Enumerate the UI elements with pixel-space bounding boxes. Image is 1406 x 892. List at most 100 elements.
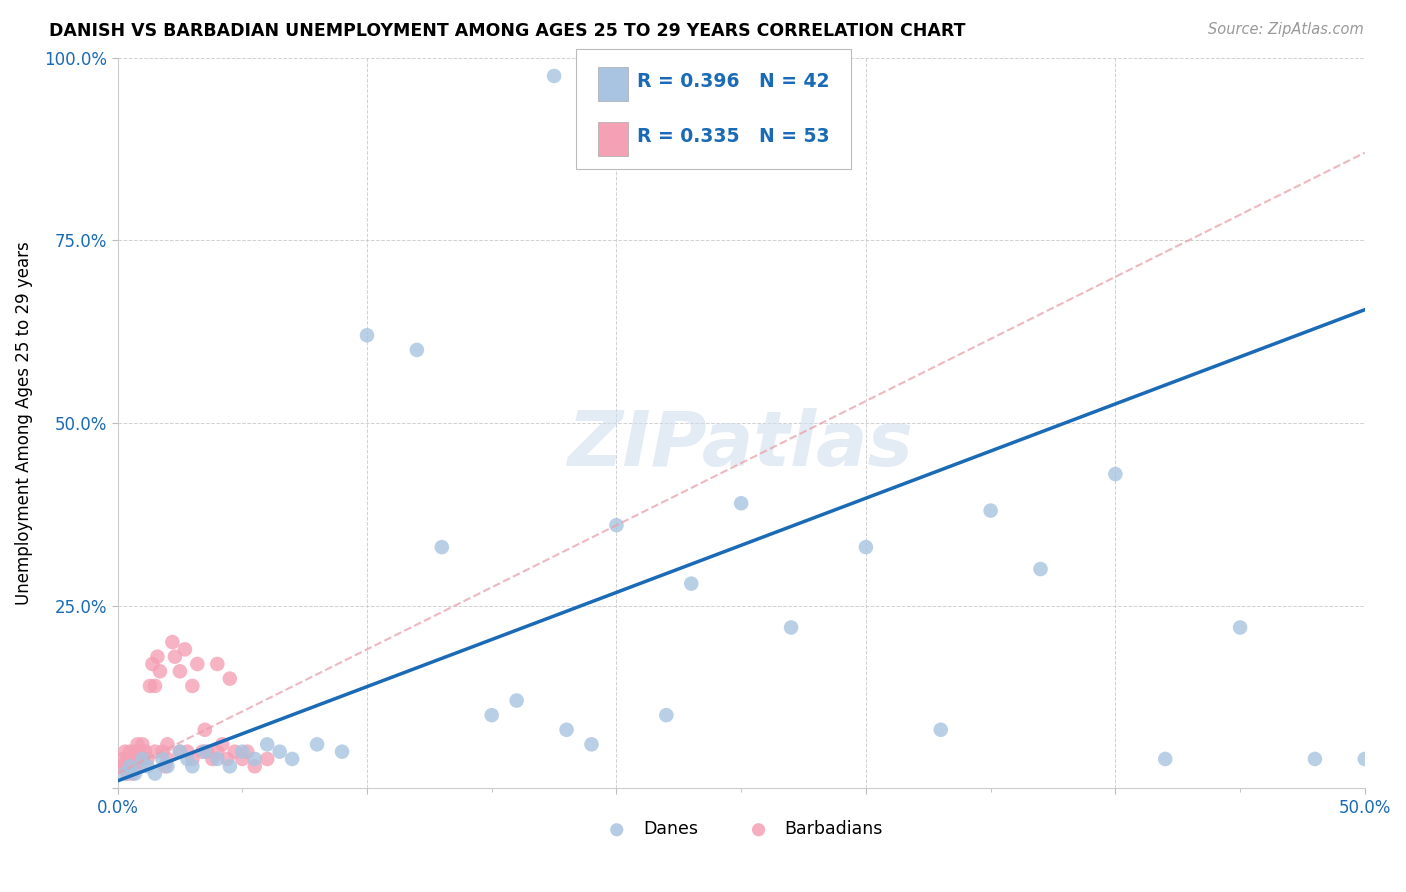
Point: [929, 723, 952, 737]
Point: [218, 759, 240, 773]
Point: [581, 737, 603, 751]
Point: [207, 745, 229, 759]
Point: [330, 745, 353, 759]
Text: Source: ZipAtlas.com: Source: ZipAtlas.com: [1208, 22, 1364, 37]
Point: [127, 752, 149, 766]
Point: [405, 343, 427, 357]
Text: ZIPatlas: ZIPatlas: [568, 408, 914, 482]
Point: [131, 752, 153, 766]
Point: [131, 752, 153, 766]
Point: [269, 745, 291, 759]
Point: [153, 759, 176, 773]
Point: [256, 737, 278, 751]
Point: [118, 759, 141, 773]
Point: [730, 496, 752, 510]
Point: [121, 766, 143, 780]
Point: [681, 576, 703, 591]
Point: [1154, 752, 1177, 766]
Point: [224, 745, 246, 759]
Point: [163, 649, 186, 664]
Point: [176, 745, 198, 759]
Point: [117, 752, 139, 766]
Point: [117, 766, 139, 780]
Point: [121, 752, 143, 766]
Point: [281, 752, 304, 766]
Point: [655, 708, 678, 723]
Point: [146, 649, 169, 664]
Point: [218, 672, 240, 686]
Point: [143, 679, 166, 693]
Point: [207, 752, 229, 766]
Point: [131, 737, 153, 751]
Point: [143, 745, 166, 759]
Point: [194, 745, 217, 759]
Text: R = 0.335   N = 53: R = 0.335 N = 53: [637, 128, 830, 146]
Point: [256, 752, 278, 766]
Point: [139, 679, 162, 693]
Point: [124, 745, 146, 759]
Point: [114, 766, 136, 780]
Point: [231, 752, 253, 766]
Y-axis label: Unemployment Among Ages 25 to 29 years: Unemployment Among Ages 25 to 29 years: [15, 241, 32, 605]
Point: [118, 745, 141, 759]
Point: [111, 752, 134, 766]
Point: [191, 745, 214, 759]
Point: [173, 642, 195, 657]
Point: [129, 745, 152, 759]
Point: [108, 759, 131, 773]
Point: [181, 759, 204, 773]
Point: [231, 745, 253, 759]
Point: [156, 737, 179, 751]
Point: [1229, 620, 1251, 634]
Point: [129, 759, 152, 773]
Point: [124, 759, 146, 773]
Point: [169, 745, 191, 759]
Point: [124, 766, 146, 780]
Point: [136, 759, 159, 773]
Point: [114, 745, 136, 759]
Point: [169, 745, 191, 759]
Point: [430, 540, 453, 554]
Point: [1303, 752, 1326, 766]
Point: [236, 745, 259, 759]
Point: [134, 745, 156, 759]
Point: [186, 657, 208, 671]
Point: [194, 723, 217, 737]
Point: [855, 540, 877, 554]
Point: [1029, 562, 1052, 576]
Point: [181, 679, 204, 693]
Point: [217, 752, 239, 766]
Point: [605, 518, 627, 533]
Point: [181, 752, 204, 766]
Point: [505, 693, 527, 707]
Point: [195, 745, 218, 759]
Point: [643, 69, 665, 83]
Text: R = 0.396   N = 42: R = 0.396 N = 42: [637, 72, 830, 91]
Point: [555, 723, 578, 737]
Point: [780, 620, 803, 634]
Point: [114, 759, 136, 773]
Point: [136, 752, 159, 766]
Legend: Danes, Barbadians: Danes, Barbadians: [592, 814, 890, 846]
Point: [356, 328, 378, 343]
Point: [481, 708, 503, 723]
Point: [156, 759, 179, 773]
Point: [1354, 752, 1376, 766]
Point: [307, 737, 329, 751]
Point: [143, 766, 166, 780]
Point: [152, 745, 174, 759]
Text: DANISH VS BARBADIAN UNEMPLOYMENT AMONG AGES 25 TO 29 YEARS CORRELATION CHART: DANISH VS BARBADIAN UNEMPLOYMENT AMONG A…: [49, 22, 966, 40]
Point: [141, 657, 163, 671]
Point: [243, 759, 266, 773]
Point: [207, 657, 229, 671]
Point: [1104, 467, 1126, 481]
Point: [152, 752, 174, 766]
Point: [211, 737, 233, 751]
Point: [201, 752, 224, 766]
Point: [162, 635, 184, 649]
Point: [149, 665, 172, 679]
Point: [169, 665, 191, 679]
Point: [543, 69, 565, 83]
Point: [127, 737, 149, 751]
Point: [980, 503, 1002, 517]
